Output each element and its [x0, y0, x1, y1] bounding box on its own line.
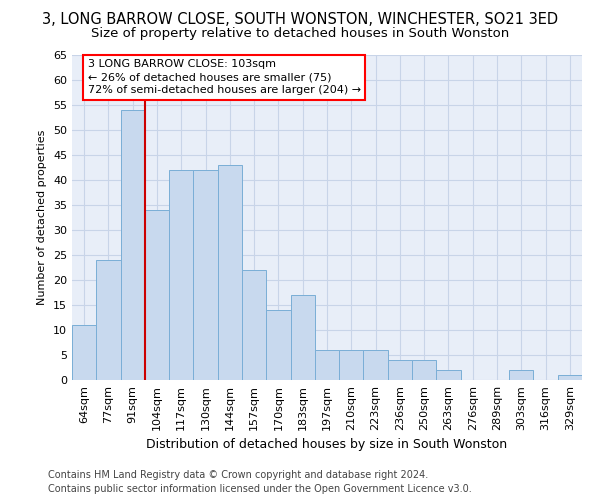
Text: Size of property relative to detached houses in South Wonston: Size of property relative to detached ho… — [91, 28, 509, 40]
Y-axis label: Number of detached properties: Number of detached properties — [37, 130, 47, 305]
Text: 3 LONG BARROW CLOSE: 103sqm
← 26% of detached houses are smaller (75)
72% of sem: 3 LONG BARROW CLOSE: 103sqm ← 26% of det… — [88, 59, 361, 96]
Bar — [96, 260, 121, 380]
Text: 3, LONG BARROW CLOSE, SOUTH WONSTON, WINCHESTER, SO21 3ED: 3, LONG BARROW CLOSE, SOUTH WONSTON, WIN… — [42, 12, 558, 28]
Bar — [121, 110, 145, 380]
Bar — [193, 170, 218, 380]
Bar — [218, 165, 242, 380]
Text: Contains HM Land Registry data © Crown copyright and database right 2024.
Contai: Contains HM Land Registry data © Crown c… — [48, 470, 472, 494]
Bar — [290, 295, 315, 380]
Bar — [364, 350, 388, 380]
X-axis label: Distribution of detached houses by size in South Wonston: Distribution of detached houses by size … — [146, 438, 508, 452]
Bar — [72, 325, 96, 380]
Bar — [509, 370, 533, 380]
Bar — [558, 375, 582, 380]
Bar — [169, 170, 193, 380]
Bar — [388, 360, 412, 380]
Bar — [266, 310, 290, 380]
Bar — [412, 360, 436, 380]
Bar — [145, 210, 169, 380]
Bar — [339, 350, 364, 380]
Bar — [242, 270, 266, 380]
Bar — [315, 350, 339, 380]
Bar — [436, 370, 461, 380]
